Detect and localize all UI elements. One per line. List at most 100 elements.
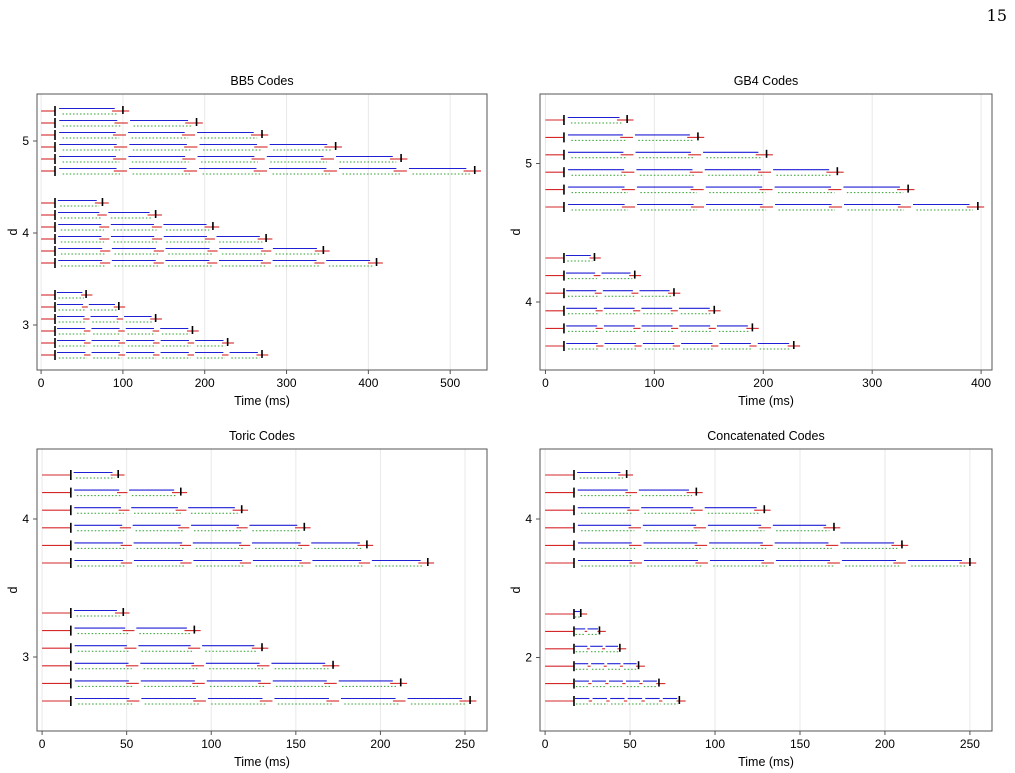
y-axis-label: d: [6, 586, 20, 593]
timeline-row: [41, 338, 234, 348]
timeline-row: [545, 115, 634, 125]
timeline-row: [42, 487, 188, 498]
timeline-row: [545, 202, 985, 212]
timeline-row: [545, 678, 666, 689]
timeline-row: [545, 558, 977, 568]
timeline-row: [41, 302, 126, 312]
chart-panel-3: Concatenated Codes 0 50 100 150 200 250 Time (m…: [509, 429, 993, 769]
timeline-row: [42, 660, 340, 671]
y-tick-label: 2: [525, 651, 532, 665]
x-tick-label: 150: [790, 737, 810, 751]
x-tick-label: 50: [623, 737, 637, 751]
timeline-row: [41, 166, 482, 176]
y-axis-label: d: [509, 228, 523, 235]
y-tick-label: 3: [22, 650, 29, 664]
plot-frame: [36, 93, 488, 371]
y-tick-label: 4: [525, 295, 532, 309]
x-axis-label: Time (ms): [738, 394, 794, 408]
timeline-row: [545, 540, 909, 551]
timeline-row: [42, 558, 435, 568]
timeline-row: [41, 130, 269, 140]
chart-title: GB4 Codes: [734, 74, 799, 88]
timeline-row: [41, 234, 273, 244]
timeline-row: [42, 696, 477, 706]
timeline-row: [545, 270, 642, 281]
chart-title: BB5 Codes: [230, 74, 293, 88]
plot-frame: [539, 93, 993, 371]
timeline-row: [42, 470, 125, 480]
x-tick-label: 250: [960, 737, 980, 751]
timeline-row: [41, 142, 342, 152]
chart-panel-1: GB4 Codes 0 100 200 300 400 Time (ms) d 5 4: [509, 74, 993, 408]
x-tick-label: 0: [38, 376, 45, 390]
x-tick-label: 100: [644, 376, 664, 390]
timeline-row: [545, 522, 841, 533]
y-tick-label: 3: [22, 318, 29, 332]
plot-frame: [36, 448, 488, 732]
timeline-row: [545, 132, 705, 143]
timeline-row: [42, 625, 201, 636]
y-tick-label: 5: [22, 134, 29, 148]
x-tick-label: 250: [455, 737, 475, 751]
timeline-row: [42, 505, 248, 516]
timeline-row: [41, 326, 199, 336]
timeline-row: [545, 505, 771, 516]
x-axis-label: Time (ms): [234, 394, 290, 408]
timeline-row: [545, 323, 759, 334]
timeline-row: [545, 609, 588, 619]
y-axis-label: d: [509, 586, 523, 593]
timeline-row: [545, 253, 601, 263]
chart-panel-0: BB5 Codes 0 100 200 300 400 500 Time (ms) d 5 4 3: [6, 74, 488, 408]
x-tick-label: 0: [39, 737, 46, 751]
x-tick-label: 200: [753, 376, 773, 390]
timeline-row: [545, 149, 773, 160]
timeline-row: [42, 540, 374, 551]
timeline-row: [41, 246, 330, 256]
timeline-row: [41, 210, 162, 220]
timeline-row: [545, 470, 633, 480]
timeline-row: [42, 643, 269, 654]
x-tick-label: 0: [542, 737, 549, 751]
timeline-row: [545, 626, 606, 637]
y-tick-label: 4: [22, 512, 29, 526]
timeline-row: [545, 661, 645, 672]
timeline-row: [42, 678, 408, 689]
x-tick-label: 500: [440, 376, 460, 390]
timeline-row: [41, 290, 93, 300]
chart-title: Toric Codes: [229, 429, 295, 443]
timeline-row: [41, 258, 383, 268]
y-tick-label: 5: [525, 157, 532, 171]
y-axis-label: d: [6, 228, 20, 235]
timeline-row: [545, 305, 721, 316]
x-tick-label: 100: [201, 737, 221, 751]
chart-panel-2: Toric Codes 0 50 100 150 200 250 Time (ms) d 4 3: [6, 429, 488, 769]
timeline-row: [41, 106, 130, 116]
x-tick-label: 100: [113, 376, 133, 390]
chart-title: Concatenated Codes: [707, 429, 824, 443]
timeline-row: [545, 643, 627, 654]
timeline-row: [41, 118, 203, 128]
timeline-row: [545, 288, 681, 299]
timeline-row: [41, 350, 269, 360]
x-tick-label: 150: [286, 737, 306, 751]
x-tick-label: 300: [277, 376, 297, 390]
timeline-row: [41, 222, 220, 232]
x-tick-label: 200: [195, 376, 215, 390]
timeline-row: [545, 184, 915, 195]
x-tick-label: 0: [542, 376, 549, 390]
x-axis-label: Time (ms): [738, 755, 794, 769]
x-tick-label: 400: [971, 376, 991, 390]
x-tick-label: 100: [705, 737, 725, 751]
timeline-row: [41, 154, 408, 164]
x-axis-label: Time (ms): [234, 755, 290, 769]
timeline-row: [545, 487, 703, 498]
timeline-row: [41, 198, 109, 208]
x-tick-label: 50: [120, 737, 134, 751]
timeline-row: [42, 608, 130, 618]
timeline-row: [42, 522, 311, 533]
x-tick-label: 300: [862, 376, 882, 390]
x-tick-label: 400: [358, 376, 378, 390]
timeline-row: [41, 314, 162, 324]
x-tick-label: 200: [370, 737, 390, 751]
